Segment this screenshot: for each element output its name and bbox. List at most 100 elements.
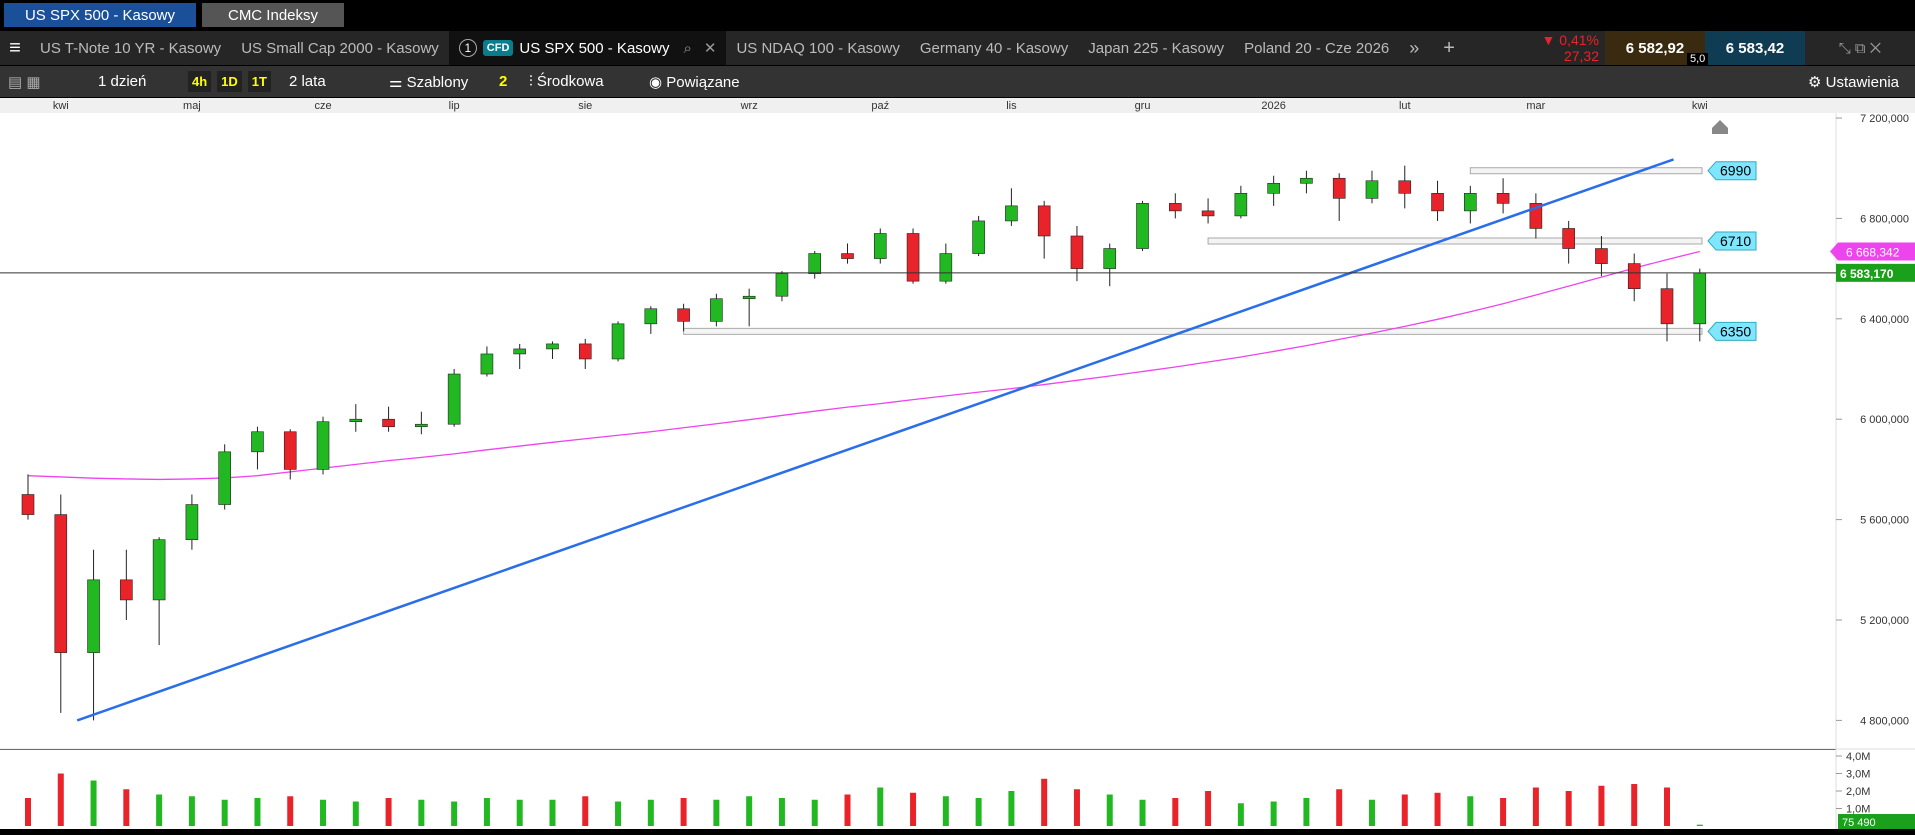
volume-last-tag (1838, 814, 1915, 829)
active-tab[interactable]: 1 CFD US SPX 500 - Kasowy ⌕ ✕ (448, 31, 727, 65)
plot-bg (0, 113, 1836, 749)
instrument-tab[interactable]: US Small Cap 2000 - Kasowy (241, 39, 439, 57)
last-price-label: 6 583,170 (1840, 267, 1894, 281)
search-icon[interactable]: ⌕ (683, 39, 692, 57)
volume-bar (90, 780, 97, 826)
volume-bar (352, 801, 359, 826)
volume-bar (1532, 787, 1539, 826)
volume-bar (975, 798, 982, 826)
volume-tick-label: 3,0M (1846, 769, 1870, 781)
interval[interactable]: 1 dzień (98, 73, 147, 90)
candle-body (710, 298, 723, 322)
x-tick-label: maj (183, 100, 201, 112)
settings[interactable]: ⚙ Ustawienia (1808, 73, 1899, 91)
candle-body (218, 451, 231, 505)
time-axis-bg (0, 98, 1915, 113)
templates[interactable]: ⚌ Szablony (388, 73, 469, 91)
volume-bar (1631, 784, 1638, 826)
level-label: 6990 (1720, 163, 1751, 179)
volume-bar (516, 799, 523, 826)
last-price-tag (1836, 263, 1915, 282)
candle-body (1660, 288, 1674, 325)
volume-bar (1500, 798, 1507, 826)
candle-body (513, 348, 527, 355)
volume-tick-label: 1,0M (1846, 804, 1870, 816)
scroll-icon[interactable] (1712, 120, 1728, 134)
x-tick-label: kwi (53, 100, 69, 112)
volume-bar (1205, 791, 1212, 826)
volume-bar (1041, 778, 1048, 826)
ma-tag (1830, 242, 1915, 261)
y-tick-label: 6 800,000 (1860, 213, 1909, 225)
level-zone (1207, 237, 1703, 245)
volume-bar (582, 796, 589, 826)
quick-interval[interactable]: 1D (217, 71, 242, 92)
candle-body (349, 418, 363, 423)
candle-body (578, 343, 592, 360)
volume-bg (0, 750, 1836, 829)
toolbar-icons[interactable]: ▤ ▦ (8, 73, 41, 91)
volume-bar (1434, 792, 1441, 826)
volume-bar (1696, 824, 1703, 826)
add-icon[interactable]: + (1443, 36, 1455, 59)
volume-last-label: 75 490 (1842, 817, 1876, 829)
price-axis-bg (1836, 113, 1915, 829)
sell-price[interactable]: 6 582,92 (1605, 31, 1705, 65)
templates-label: Szablony (406, 73, 469, 91)
candle-body (87, 579, 100, 653)
x-tick-label: lis (1006, 100, 1017, 112)
y-tick-label: 5 600,000 (1860, 515, 1909, 527)
volume-bar (221, 799, 228, 826)
change-pct: 0,41% (1559, 32, 1599, 48)
buy-price[interactable]: 6 583,42 5,0 (1687, 31, 1805, 65)
volume-bar (1565, 791, 1572, 826)
trend-line (76, 158, 1674, 722)
volume-bar (746, 796, 753, 826)
close-icon[interactable]: ✕ (703, 40, 717, 57)
menu-icon[interactable]: ≡ (9, 36, 21, 59)
top-tab[interactable]: CMC Indeksy (202, 3, 344, 27)
x-tick-label: sie (578, 100, 592, 112)
candle-body (152, 539, 166, 601)
candle-body (906, 233, 920, 282)
volume-bar (188, 796, 195, 826)
x-tick-label: gru (1135, 100, 1151, 112)
volume-bar (1598, 785, 1605, 826)
volume-bar (680, 798, 687, 826)
volume-bar (385, 798, 392, 826)
change-pts: 27,32 (1563, 48, 1599, 64)
price-type[interactable]: ⫶ Środkowa (528, 73, 604, 90)
candle-body (1595, 248, 1608, 264)
instrument-tab[interactable]: Poland 20 - Cze 2026 (1244, 39, 1390, 57)
candle-body (316, 421, 330, 470)
instrument-tab[interactable]: Germany 40 - Kasowy (919, 39, 1069, 57)
instrument-tab[interactable]: US T-Note 10 YR - Kasowy (40, 39, 222, 57)
level-label: 6710 (1720, 233, 1751, 249)
candle-body (1169, 203, 1182, 212)
volume-bar (156, 794, 163, 826)
candle-body (54, 514, 68, 653)
range[interactable]: 2 lata (288, 73, 326, 90)
volume-bar (1172, 798, 1179, 826)
quick-interval[interactable]: 1T (247, 71, 271, 92)
volume-bar (1073, 789, 1080, 826)
candle-body (1496, 193, 1510, 204)
quick-interval[interactable]: 4h (188, 71, 212, 92)
candle-body (1398, 180, 1412, 194)
instrument-tab[interactable]: Japan 225 - Kasowy (1088, 39, 1225, 57)
candle-body (415, 423, 428, 428)
volume-bar (451, 801, 458, 826)
window-icons[interactable]: ⤡ ⧉ ✕ (1838, 39, 1882, 57)
candle-body (1365, 180, 1379, 199)
volume-bar (57, 773, 64, 826)
more-icon[interactable]: » (1409, 37, 1420, 58)
related[interactable]: ◉ Powiązane (648, 73, 740, 91)
level-tag (1707, 321, 1757, 341)
instrument-tab[interactable]: US NDAQ 100 - Kasowy (736, 39, 900, 57)
candle-body (1267, 182, 1280, 194)
x-tick-label: 2026 (1261, 100, 1285, 112)
candle-body (1332, 177, 1346, 199)
instrument-bar: ≡ US T-Note 10 YR - Kasowy US Small Cap … (0, 31, 1915, 65)
top-tab[interactable]: US SPX 500 - Kasowy (4, 3, 196, 27)
y-tick-label: 5 200,000 (1860, 615, 1909, 627)
